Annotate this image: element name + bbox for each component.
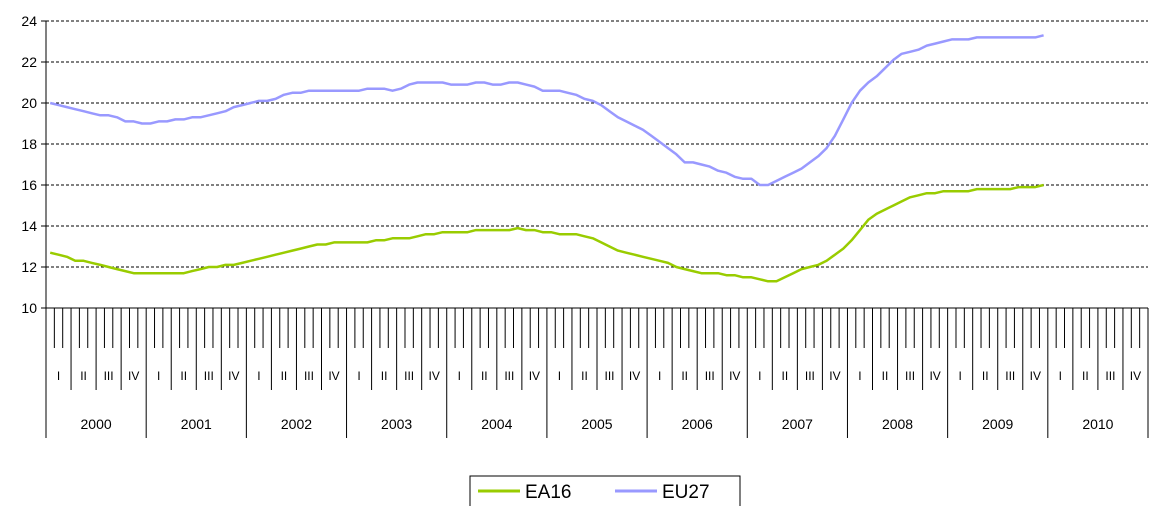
- quarter-label: III: [705, 369, 715, 383]
- year-label: 2007: [782, 416, 813, 432]
- y-tick-label: 24: [21, 13, 37, 29]
- y-tick-label: 20: [21, 95, 37, 111]
- quarter-label: IV: [1130, 369, 1141, 383]
- series-line-eu27: [49, 34, 1044, 187]
- quarter-label: III: [605, 369, 615, 383]
- quarter-label: I: [858, 369, 861, 383]
- quarter-label: IV: [829, 369, 840, 383]
- quarter-label: I: [558, 369, 561, 383]
- y-tick-label: 12: [21, 259, 37, 275]
- quarter-label: III: [504, 369, 514, 383]
- quarter-label: IV: [729, 369, 740, 383]
- y-tick-label: 22: [21, 54, 37, 70]
- quarter-label: I: [458, 369, 461, 383]
- y-tick-label: 10: [21, 300, 37, 316]
- quarter-label: II: [381, 369, 388, 383]
- quarter-label: IV: [529, 369, 540, 383]
- quarter-label: II: [80, 369, 87, 383]
- quarter-label: III: [805, 369, 815, 383]
- quarter-label: III: [304, 369, 314, 383]
- quarter-label: III: [1005, 369, 1015, 383]
- year-label: 2008: [882, 416, 913, 432]
- quarter-label: IV: [629, 369, 640, 383]
- quarter-label: II: [782, 369, 789, 383]
- quarter-label: I: [357, 369, 360, 383]
- year-label: 2009: [982, 416, 1013, 432]
- quarter-label: I: [1059, 369, 1062, 383]
- quarter-label: III: [104, 369, 114, 383]
- y-tick-label: 18: [21, 136, 37, 152]
- quarter-label: I: [758, 369, 761, 383]
- quarter-label: IV: [328, 369, 339, 383]
- quarter-label: II: [1082, 369, 1089, 383]
- legend: EA16 EU27: [469, 475, 741, 506]
- quarter-label: I: [257, 369, 260, 383]
- quarter-label: I: [958, 369, 961, 383]
- y-tick-label: 14: [21, 218, 37, 234]
- year-label: 2010: [1082, 416, 1113, 432]
- quarter-label: III: [404, 369, 414, 383]
- gridlines: [46, 20, 1148, 268]
- legend-label-eu27: EU27: [662, 482, 710, 503]
- y-axis: 10 12 14 16 18 20 22 24: [21, 13, 47, 316]
- quarter-label: III: [204, 369, 214, 383]
- year-label: 2005: [581, 416, 612, 432]
- quarter-label: IV: [429, 369, 440, 383]
- quarter-label: IV: [128, 369, 139, 383]
- quarter-label: III: [1105, 369, 1115, 383]
- quarter-label: II: [481, 369, 488, 383]
- year-label: 2002: [281, 416, 312, 432]
- quarter-label: II: [581, 369, 588, 383]
- series-line-ea16: [49, 183, 1044, 283]
- quarter-label: IV: [929, 369, 940, 383]
- quarter-label: II: [681, 369, 688, 383]
- quarter-label: II: [882, 369, 889, 383]
- quarter-label: IV: [228, 369, 239, 383]
- series-lines: [49, 34, 1044, 283]
- quarter-label: II: [281, 369, 288, 383]
- year-label: 2006: [682, 416, 713, 432]
- quarter-label: I: [57, 369, 60, 383]
- year-label: 2000: [81, 416, 112, 432]
- year-label: 2003: [381, 416, 412, 432]
- year-label: 2001: [181, 416, 212, 432]
- quarter-label: III: [905, 369, 915, 383]
- y-tick-label: 16: [21, 177, 37, 193]
- x-axis: I II III IV I II III IV I II III IV I II III IV I II III IV…: [45, 307, 1149, 438]
- quarter-label: I: [157, 369, 160, 383]
- quarter-label: IV: [1030, 369, 1041, 383]
- quarter-label: II: [180, 369, 187, 383]
- year-label: 2004: [481, 416, 512, 432]
- legend-label-ea16: EA16: [525, 482, 571, 503]
- quarter-label: I: [658, 369, 661, 383]
- quarter-label: II: [982, 369, 989, 383]
